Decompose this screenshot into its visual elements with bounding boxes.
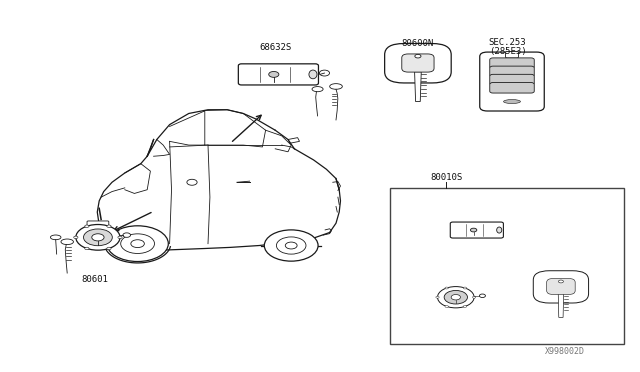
Circle shape [470, 228, 477, 232]
Circle shape [92, 234, 104, 241]
Polygon shape [288, 138, 300, 143]
FancyBboxPatch shape [480, 52, 544, 111]
Circle shape [479, 294, 485, 298]
Ellipse shape [445, 305, 448, 307]
Ellipse shape [445, 287, 448, 289]
FancyBboxPatch shape [238, 64, 319, 85]
Ellipse shape [330, 84, 342, 89]
FancyBboxPatch shape [402, 54, 434, 72]
FancyBboxPatch shape [490, 83, 534, 93]
FancyBboxPatch shape [490, 74, 534, 85]
Circle shape [123, 233, 131, 237]
Circle shape [444, 291, 467, 304]
Circle shape [559, 280, 563, 283]
Circle shape [131, 240, 145, 248]
Ellipse shape [84, 247, 89, 250]
Ellipse shape [118, 236, 122, 238]
Circle shape [121, 234, 154, 253]
Ellipse shape [504, 100, 520, 103]
FancyBboxPatch shape [506, 51, 518, 58]
FancyBboxPatch shape [490, 66, 534, 77]
Ellipse shape [472, 296, 476, 298]
Polygon shape [415, 72, 421, 102]
Circle shape [438, 286, 474, 308]
Ellipse shape [309, 70, 317, 79]
Circle shape [276, 237, 306, 254]
Text: SEC.253: SEC.253 [489, 38, 526, 46]
Circle shape [319, 70, 330, 76]
Ellipse shape [497, 227, 502, 233]
Circle shape [76, 224, 120, 250]
Circle shape [415, 54, 421, 58]
Polygon shape [558, 294, 564, 317]
Text: 80601: 80601 [81, 275, 108, 284]
Ellipse shape [107, 247, 111, 250]
Circle shape [451, 295, 460, 300]
Ellipse shape [463, 287, 467, 289]
Circle shape [264, 230, 318, 261]
FancyBboxPatch shape [385, 44, 451, 83]
Circle shape [269, 71, 279, 77]
Ellipse shape [74, 236, 78, 238]
Ellipse shape [107, 225, 111, 227]
Ellipse shape [312, 87, 323, 92]
Text: (285E3): (285E3) [489, 47, 526, 56]
FancyBboxPatch shape [87, 221, 109, 228]
FancyBboxPatch shape [451, 222, 504, 238]
FancyBboxPatch shape [490, 58, 534, 68]
Bar [390, 188, 624, 344]
FancyBboxPatch shape [533, 271, 589, 303]
Circle shape [285, 242, 297, 249]
Circle shape [187, 179, 197, 185]
Ellipse shape [463, 305, 467, 307]
Ellipse shape [51, 235, 61, 240]
Ellipse shape [61, 239, 74, 245]
Text: 80600N: 80600N [402, 39, 434, 48]
Text: 80010S: 80010S [430, 173, 462, 182]
Circle shape [107, 226, 168, 262]
Circle shape [84, 229, 113, 246]
FancyBboxPatch shape [547, 279, 575, 295]
Ellipse shape [84, 225, 89, 227]
Text: 68632S: 68632S [259, 43, 291, 52]
Text: X998002D: X998002D [545, 347, 584, 356]
Ellipse shape [436, 296, 439, 298]
